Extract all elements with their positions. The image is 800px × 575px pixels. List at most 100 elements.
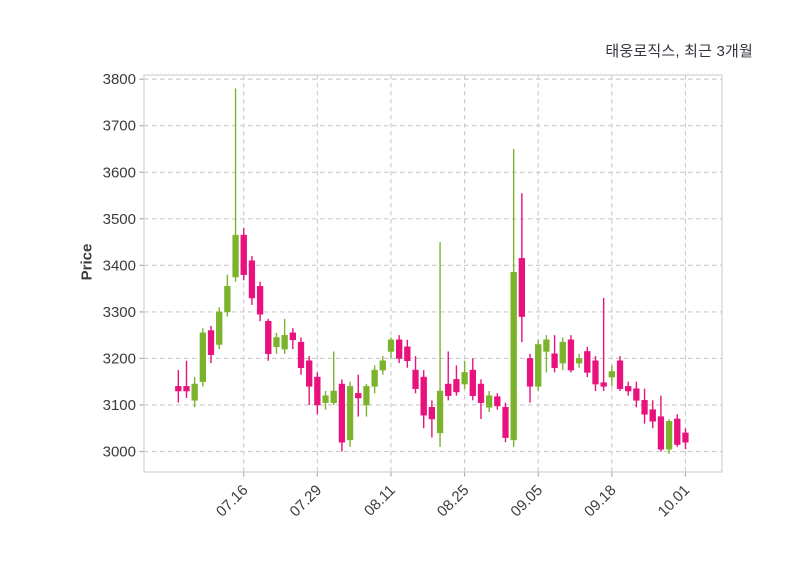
candle-body xyxy=(355,393,362,399)
candle-body xyxy=(371,369,378,387)
y-tick-label: 3600 xyxy=(103,164,136,181)
candle-down xyxy=(518,193,526,343)
candle-down xyxy=(633,381,640,408)
x-tick-label: 09.18 xyxy=(581,482,620,521)
candle-up xyxy=(191,377,198,408)
candle-body xyxy=(535,344,542,387)
candles-layer xyxy=(175,88,689,454)
candle-up xyxy=(559,337,566,371)
candle-body xyxy=(461,372,468,385)
candle-body xyxy=(592,360,599,385)
candle-body xyxy=(281,334,288,350)
candle-up xyxy=(273,332,280,354)
candle-down xyxy=(682,428,689,450)
candle-down xyxy=(412,356,419,394)
candle-body xyxy=(485,395,493,408)
candle-body xyxy=(306,360,313,387)
candle-down xyxy=(428,400,436,438)
x-tick-label: 08.11 xyxy=(361,482,399,520)
candle-body xyxy=(469,369,476,396)
axes: 3000 3100 3200 3300 3400 3500 3600 3700 3800 07.1… xyxy=(103,71,723,521)
candle-down xyxy=(297,337,305,375)
candle-down xyxy=(600,297,607,392)
candle-up xyxy=(371,365,378,394)
candle-down xyxy=(445,351,452,401)
candle-up xyxy=(485,391,493,412)
candle-down xyxy=(289,328,296,350)
candle-up xyxy=(665,418,673,454)
candle-up xyxy=(461,360,468,389)
candle-down xyxy=(469,358,476,401)
y-tick-label: 3800 xyxy=(103,71,136,88)
candle-body xyxy=(330,390,337,403)
candle-up xyxy=(535,339,542,392)
candle-down xyxy=(625,381,632,396)
candle-body xyxy=(665,421,673,450)
candle-body xyxy=(379,360,386,371)
candle-body xyxy=(616,360,624,389)
candle-body xyxy=(412,369,419,389)
candle-body xyxy=(567,339,575,371)
candle-down xyxy=(551,335,558,373)
candle-body xyxy=(551,353,558,368)
candle-down xyxy=(396,335,403,364)
candle-body xyxy=(526,358,534,387)
candle-body xyxy=(625,386,632,392)
candle-up xyxy=(510,149,517,447)
candle-up xyxy=(346,381,354,447)
candle-down xyxy=(207,325,215,364)
candle-up xyxy=(379,356,386,375)
candle-body xyxy=(477,383,485,403)
candle-up xyxy=(199,328,206,387)
candle-body xyxy=(502,407,509,438)
candle-down xyxy=(649,400,656,429)
candle-down xyxy=(256,281,264,322)
candle-up xyxy=(322,391,329,410)
candle-body xyxy=(584,351,591,373)
candle-body xyxy=(199,332,206,382)
candle-down xyxy=(420,370,427,429)
candle-body xyxy=(256,286,264,315)
candle-body xyxy=(232,234,239,278)
candle-body xyxy=(600,382,607,387)
candle-up xyxy=(216,307,223,350)
candle-down xyxy=(404,339,411,368)
x-tick-label: 09.05 xyxy=(507,482,546,521)
candle-down xyxy=(240,228,247,281)
candle-body xyxy=(273,337,280,348)
candle-body xyxy=(494,396,501,407)
plot-border xyxy=(143,74,723,473)
candle-body xyxy=(633,388,640,401)
candle-body xyxy=(575,358,583,364)
y-tick-label: 3400 xyxy=(103,257,136,274)
candle-up xyxy=(330,351,337,405)
candle-body xyxy=(657,416,665,450)
candle-down xyxy=(183,360,190,398)
candle-up xyxy=(575,353,583,368)
candle-down xyxy=(502,402,509,443)
candle-body xyxy=(387,339,395,352)
candle-body xyxy=(224,286,231,313)
candle-down xyxy=(526,353,534,403)
y-tick-label: 3000 xyxy=(103,444,136,461)
candle-down xyxy=(306,356,313,405)
candle-body xyxy=(445,383,452,396)
candle-body xyxy=(641,400,648,415)
candle-body xyxy=(682,432,689,443)
candle-down xyxy=(314,372,321,415)
candle-body xyxy=(608,371,615,378)
candle-body xyxy=(363,386,370,406)
x-tick-label: 07.16 xyxy=(213,482,252,521)
candle-up xyxy=(363,384,370,417)
candle-down xyxy=(355,374,362,417)
candle-body xyxy=(322,395,329,403)
candle-body xyxy=(314,376,321,406)
candle-body xyxy=(289,332,296,341)
candle-body xyxy=(297,341,305,368)
candle-body xyxy=(543,339,550,352)
candle-body xyxy=(183,386,190,392)
candle-body xyxy=(248,260,256,299)
candle-body xyxy=(175,386,182,392)
